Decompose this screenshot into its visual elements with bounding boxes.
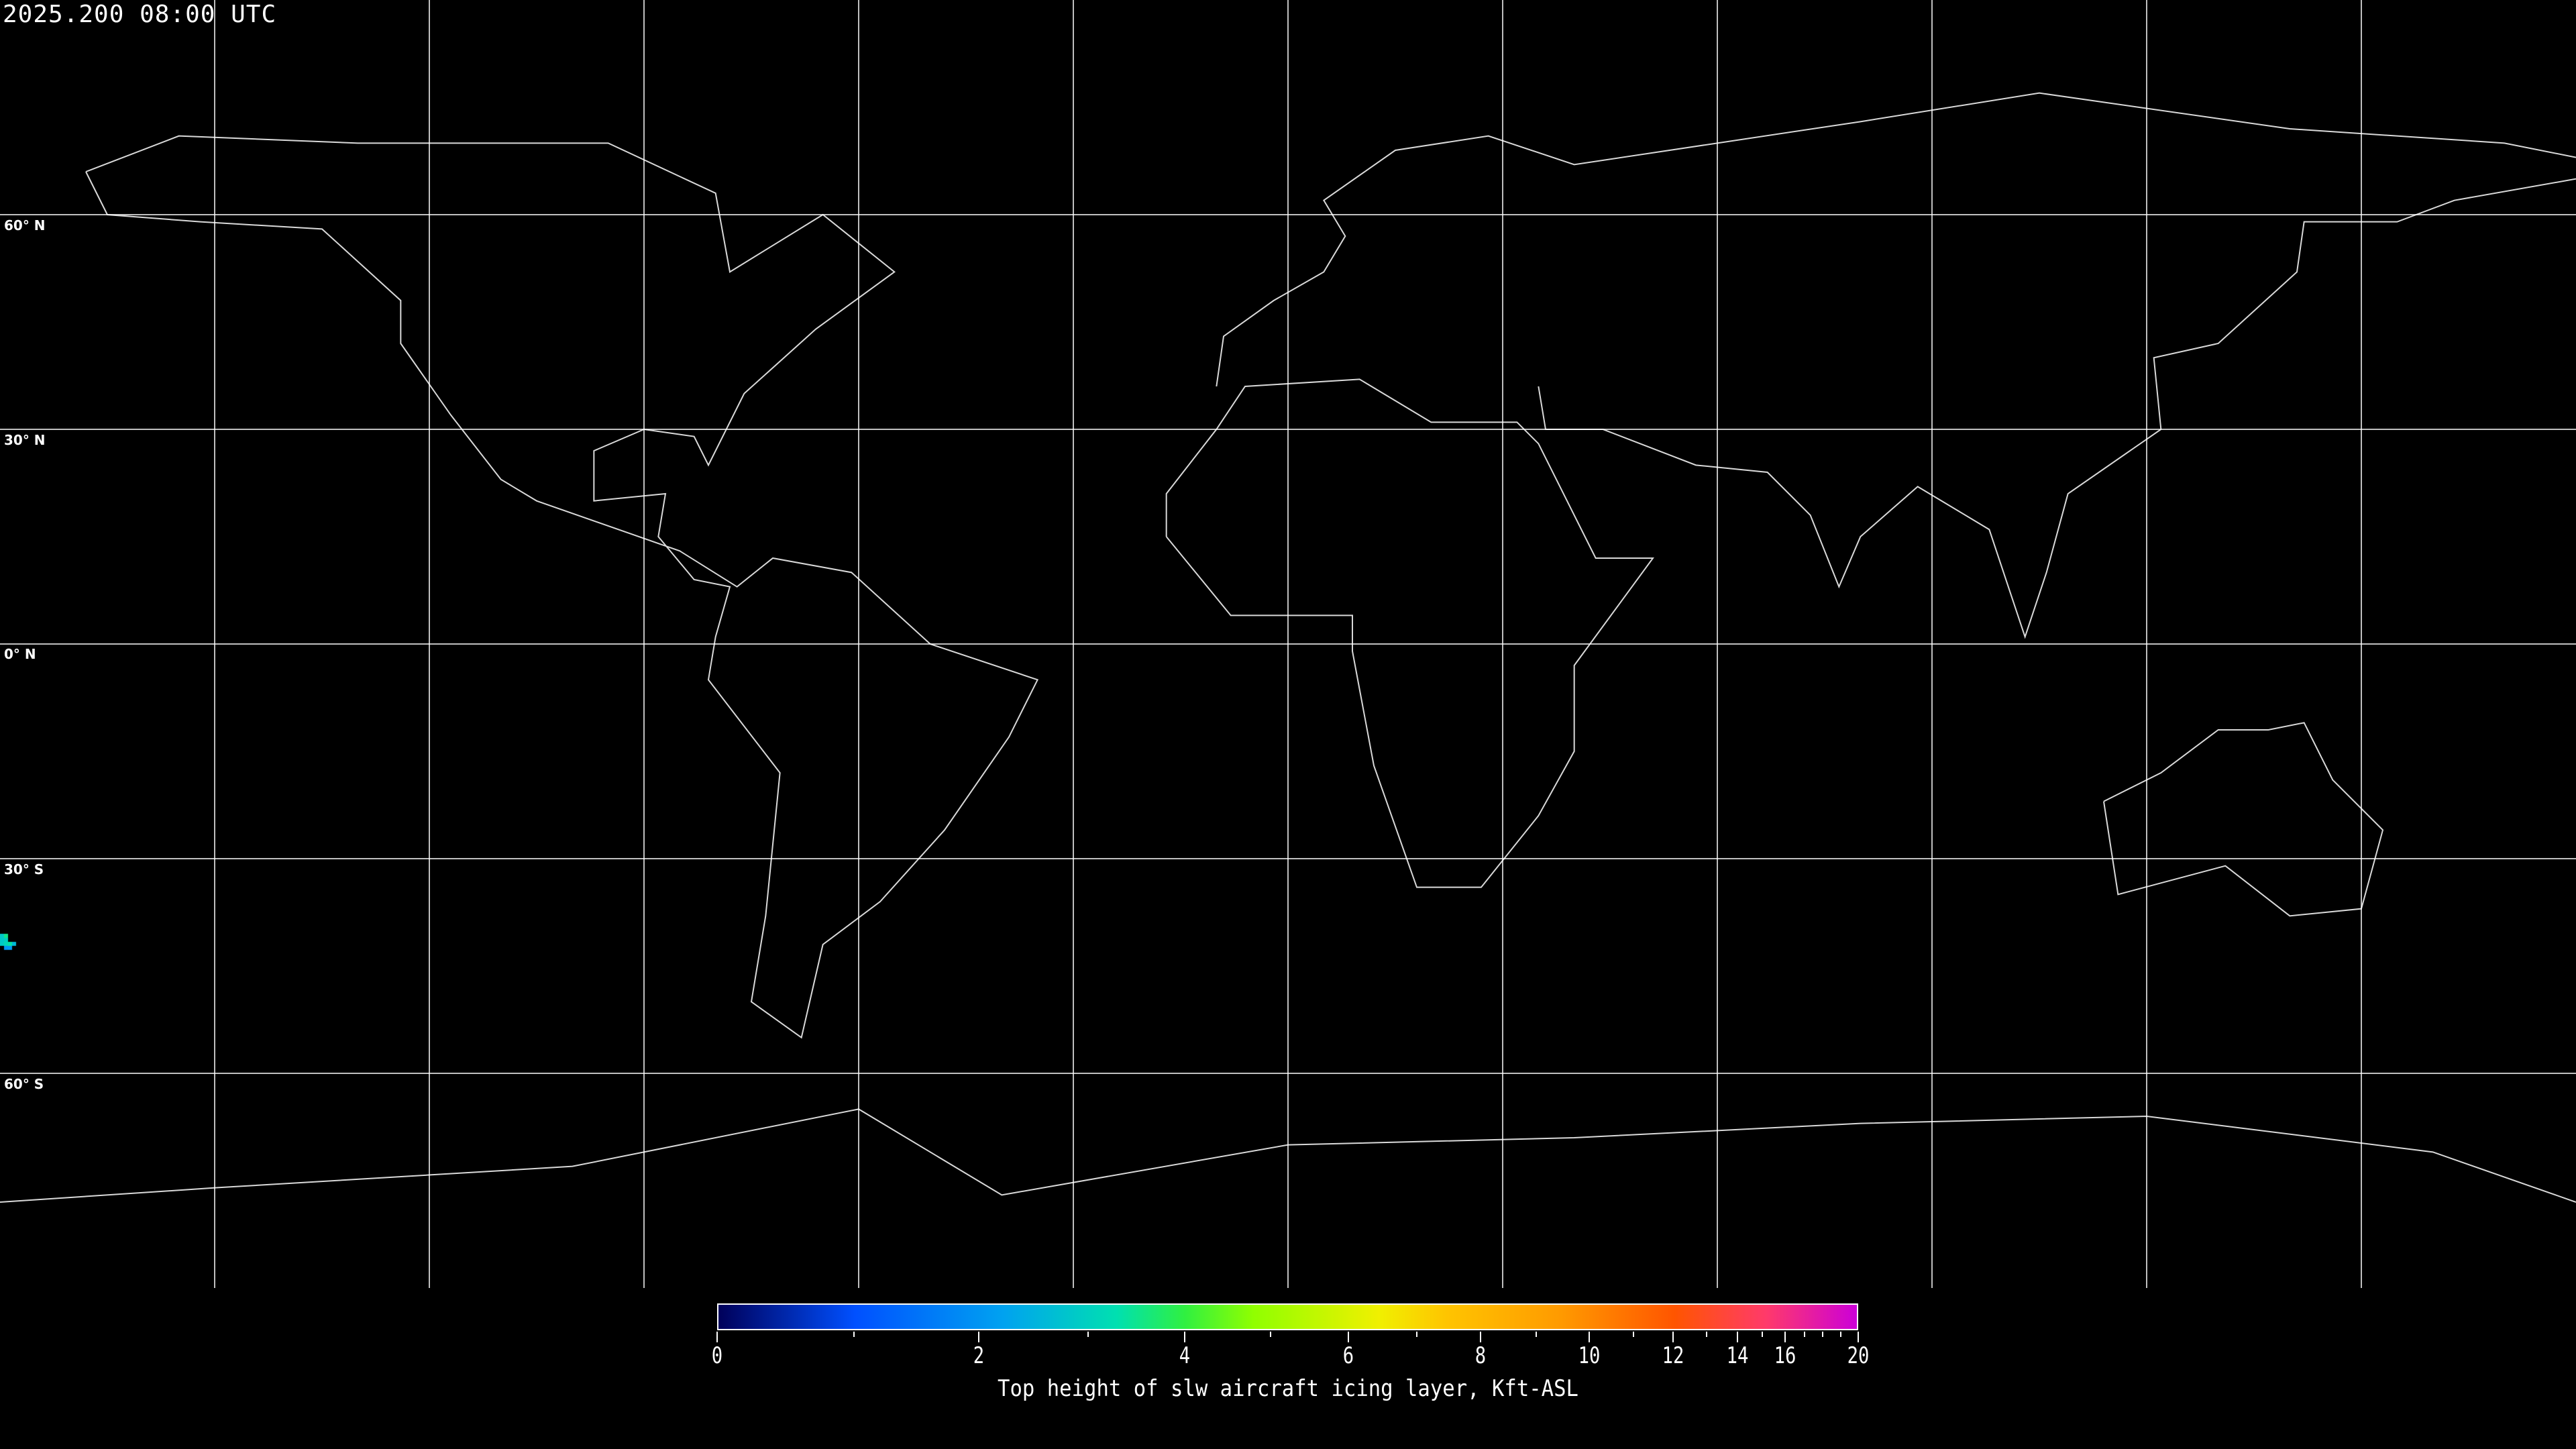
colorbar-minor-tick [1536,1332,1538,1337]
colorbar-major-tick [1588,1332,1590,1342]
colorbar-minor-tick [1762,1332,1764,1337]
colorbar-major-tick [1479,1332,1481,1342]
colorbar-tick-label: 8 [1474,1342,1487,1369]
colorbar-minor-tick [853,1332,855,1337]
colorbar-minor-tick [1804,1332,1806,1337]
colorbar [717,1303,1858,1330]
coastline [85,135,1039,1039]
coastline [1165,378,1654,888]
colorbar-minor-tick [1632,1332,1634,1337]
colorbar-tick-label: 4 [1179,1342,1191,1369]
colorbar-minor-tick [1705,1332,1707,1337]
coastline [2103,722,2384,917]
colorbar-major-tick [1672,1332,1674,1342]
colorbar-tick-label: 12 [1662,1342,1684,1369]
colorbar-tick-label: 14 [1726,1342,1749,1369]
colorbar-tick-label: 10 [1578,1342,1600,1369]
satellite-map [0,0,2576,1288]
colorbar-major-tick [1184,1332,1186,1342]
coastline [1538,178,2576,639]
lat-label-0n: 0° N [4,646,36,662]
colorbar-minor-tick [1840,1332,1842,1337]
lat-label-30n: 30° N [4,432,46,448]
colorbar-major-tick [1736,1332,1738,1342]
colorbar-tick-label: 20 [1847,1342,1870,1369]
colorbar-major-tick [716,1332,718,1342]
map-overlay [0,0,2576,1288]
coastline [1216,92,2576,387]
colorbar-minor-tick [1087,1332,1089,1337]
colorbar-tick-label: 0 [711,1342,723,1369]
colorbar-label: Top height of slw aircraft icing layer, … [998,1375,1578,1402]
colorbar-minor-tick [1415,1332,1417,1337]
colorbar-major-tick [1347,1332,1349,1342]
colorbar-minor-tick [1269,1332,1271,1337]
lat-label-60s: 60° S [4,1076,44,1092]
colorbar-major-tick [977,1332,979,1342]
timestamp-title: 2025.200 08:00 UTC [3,1,277,28]
lat-label-30s: 30° S [4,861,44,877]
colorbar-major-tick [1858,1332,1859,1342]
colorbar-tick-label: 6 [1342,1342,1354,1369]
coastline [0,1108,2576,1203]
lat-label-60n: 60° N [4,217,46,233]
colorbar-minor-tick [1822,1332,1824,1337]
colorbar-major-tick [1784,1332,1786,1342]
colorbar-tick-label: 2 [973,1342,984,1369]
colorbar-tick-label: 16 [1774,1342,1796,1369]
